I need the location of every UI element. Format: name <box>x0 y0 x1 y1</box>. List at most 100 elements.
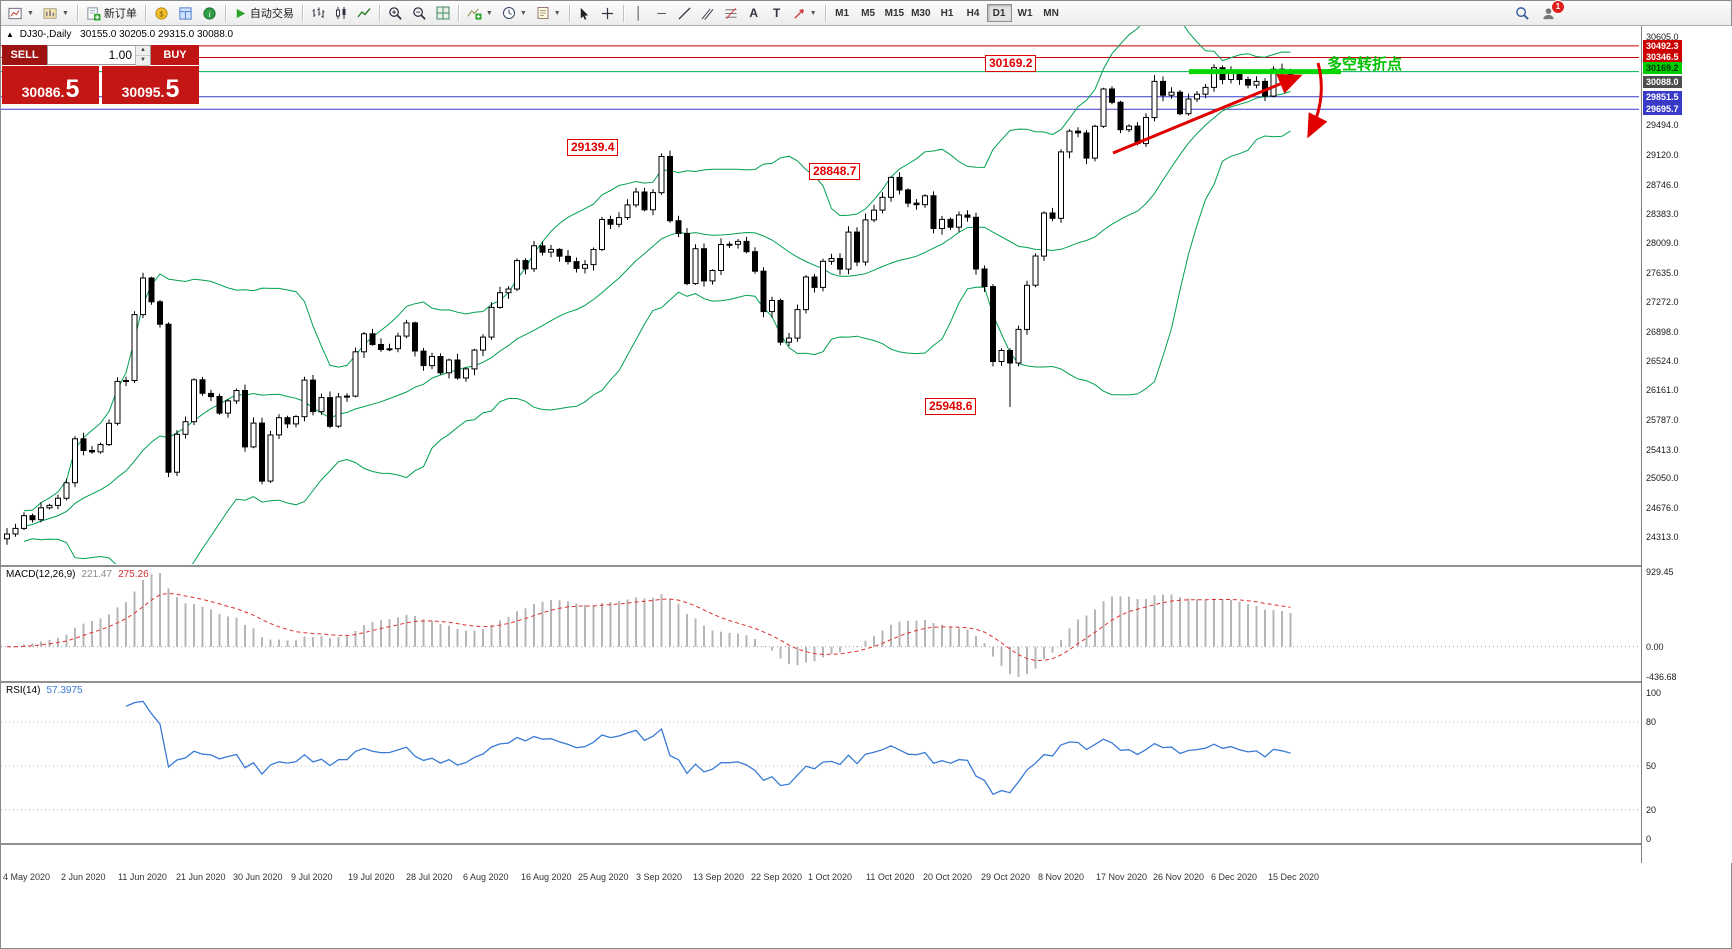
chart-area[interactable]: ▲ DJ30-,Daily 30155.0 30205.0 29315.0 30… <box>1 26 1732 948</box>
channel-icon <box>701 7 714 20</box>
auto-trading-button[interactable]: 自动交易 <box>230 3 298 24</box>
price-level-badge: 30088.0 <box>1643 76 1682 88</box>
price-tick: 28383.0 <box>1646 209 1679 219</box>
arrows-tool-button[interactable]: ▼ <box>789 3 821 24</box>
price-level-badge: 29695.7 <box>1643 103 1682 115</box>
text-tool-button[interactable]: A <box>743 3 765 24</box>
tile-windows-button[interactable] <box>432 3 454 24</box>
date-label: 9 Jul 2020 <box>291 872 333 882</box>
history-center-button[interactable]: $ <box>150 3 173 24</box>
timeframe-m1-button[interactable]: M1 <box>830 4 855 22</box>
timeframe-m5-button[interactable]: M5 <box>856 4 881 22</box>
timeframe-mn-button[interactable]: MN <box>1039 4 1064 22</box>
panel-separator[interactable] <box>1 681 1732 684</box>
toolbar-separator <box>568 4 570 22</box>
panel-separator[interactable] <box>1 843 1732 846</box>
timeframe-w1-button[interactable]: W1 <box>1013 4 1038 22</box>
text-icon: A <box>749 6 759 20</box>
crosshair-tool-button[interactable] <box>597 3 619 24</box>
cursor-tool-button[interactable] <box>574 3 596 24</box>
line-chart-icon <box>357 6 371 20</box>
price-axis[interactable]: 30605.0 29494.0 29120.0 28746.0 28383.0 28009… <box>1641 26 1732 863</box>
coin-icon: $ <box>154 6 169 21</box>
timeframe-h4-button[interactable]: H4 <box>961 4 986 22</box>
new-chart-icon <box>8 6 23 21</box>
price-tick: 25413.0 <box>1646 445 1679 455</box>
channel-tool-button[interactable] <box>697 3 719 24</box>
main-chart-plot[interactable] <box>1 26 1641 888</box>
buy-price-main: 30095. <box>121 84 165 100</box>
chevron-down-icon: ▼ <box>809 9 817 17</box>
volume-input[interactable] <box>48 46 135 64</box>
sell-button[interactable]: SELL <box>2 45 47 65</box>
new-order-button[interactable]: 新订单 <box>82 3 141 24</box>
buy-price-button[interactable]: 30095. 5 <box>102 66 199 104</box>
date-label: 1 Oct 2020 <box>808 872 853 882</box>
macd-name: MACD(12,26,9) <box>6 569 76 580</box>
turning-point-note: 多空转折点 <box>1327 56 1403 73</box>
volume-up-button[interactable]: ▲ <box>136 46 150 56</box>
notification-badge: 1 <box>1551 0 1565 14</box>
chart-profiles-button[interactable]: ▼ <box>39 3 73 24</box>
price-tick: 28746.0 <box>1646 180 1679 190</box>
date-label: 8 Nov 2020 <box>1038 872 1085 882</box>
crosshair-icon <box>601 7 614 20</box>
price-level-badge: 29851.5 <box>1643 91 1682 103</box>
indicators-button[interactable]: ▼ <box>463 3 497 24</box>
zoom-in-button[interactable] <box>384 3 407 24</box>
date-label: 15 Dec 2020 <box>1268 872 1320 882</box>
date-label: 30 Jun 2020 <box>233 872 283 882</box>
templates-button[interactable]: ▼ <box>532 3 565 24</box>
search-button[interactable] <box>1511 3 1534 24</box>
buy-price-big-digit: 5 <box>165 75 180 103</box>
navigator-button[interactable]: i <box>198 3 221 24</box>
periods-button[interactable]: ▼ <box>498 3 531 24</box>
data-window-button[interactable] <box>174 3 197 24</box>
cursor-icon <box>578 7 591 20</box>
price-level-badge: 30169.2 <box>1643 62 1682 74</box>
fibonacci-tool-button[interactable] <box>720 3 742 24</box>
template-icon <box>536 6 550 20</box>
chevron-down-icon: ▼ <box>27 9 34 17</box>
buy-button[interactable]: BUY <box>151 45 199 65</box>
trendline-icon <box>678 6 691 20</box>
symbol-name: DJ30-,Daily <box>19 29 72 40</box>
trendline-tool-button[interactable] <box>674 3 696 24</box>
vertical-line-icon: │ <box>634 6 643 20</box>
line-chart-mode-button[interactable] <box>353 3 375 24</box>
volume-down-button[interactable]: ▼ <box>136 56 150 66</box>
candlestick-icon <box>334 6 348 20</box>
text-label-tool-button[interactable]: T <box>766 3 788 24</box>
rsi-axis-label: 20 <box>1646 805 1657 815</box>
text-label-icon: T <box>773 6 781 20</box>
price-tick: 26524.0 <box>1646 356 1679 366</box>
macd-signal-value: 275.26 <box>118 569 149 580</box>
zoom-out-button[interactable] <box>408 3 431 24</box>
sell-price-button[interactable]: 30086. 5 <box>2 66 99 104</box>
price-annotation-box: 28848.7 <box>809 163 861 180</box>
bar-chart-mode-button[interactable] <box>307 3 329 24</box>
price-tick: 29494.0 <box>1646 120 1679 130</box>
fibonacci-icon <box>724 7 738 20</box>
price-tick: 27635.0 <box>1646 268 1679 278</box>
time-axis[interactable]: 4 May 2020 2 Jun 2020 11 Jun 2020 21 Jun 20… <box>1 870 1732 888</box>
rsi-value: 57.3975 <box>46 685 83 696</box>
timeframe-d1-button[interactable]: D1 <box>986 4 1012 22</box>
vertical-line-tool-button[interactable]: │ <box>628 3 650 24</box>
macd-axis-label: -436.68 <box>1646 672 1677 682</box>
volume-field-wrap: ▲ ▼ <box>47 45 151 66</box>
account-button[interactable]: 1 <box>1537 0 1565 24</box>
panel-separator[interactable] <box>1 565 1732 568</box>
date-label: 3 Sep 2020 <box>636 872 683 882</box>
timeframe-m30-button[interactable]: M30 <box>908 4 933 22</box>
horizontal-line-tool-button[interactable]: ─ <box>651 3 673 24</box>
timeframe-h1-button[interactable]: H1 <box>935 4 960 22</box>
candlestick-mode-button[interactable] <box>330 3 352 24</box>
timeframe-m15-button[interactable]: M15 <box>882 4 907 22</box>
date-label: 21 Jun 2020 <box>176 872 226 882</box>
chevron-down-icon: ▼ <box>553 9 561 17</box>
new-chart-button[interactable]: ▼ <box>4 3 38 24</box>
chart-title: ▲ DJ30-,Daily 30155.0 30205.0 29315.0 30… <box>6 29 233 40</box>
toolbar-separator <box>824 4 826 22</box>
price-tick: 28009.0 <box>1646 238 1679 248</box>
